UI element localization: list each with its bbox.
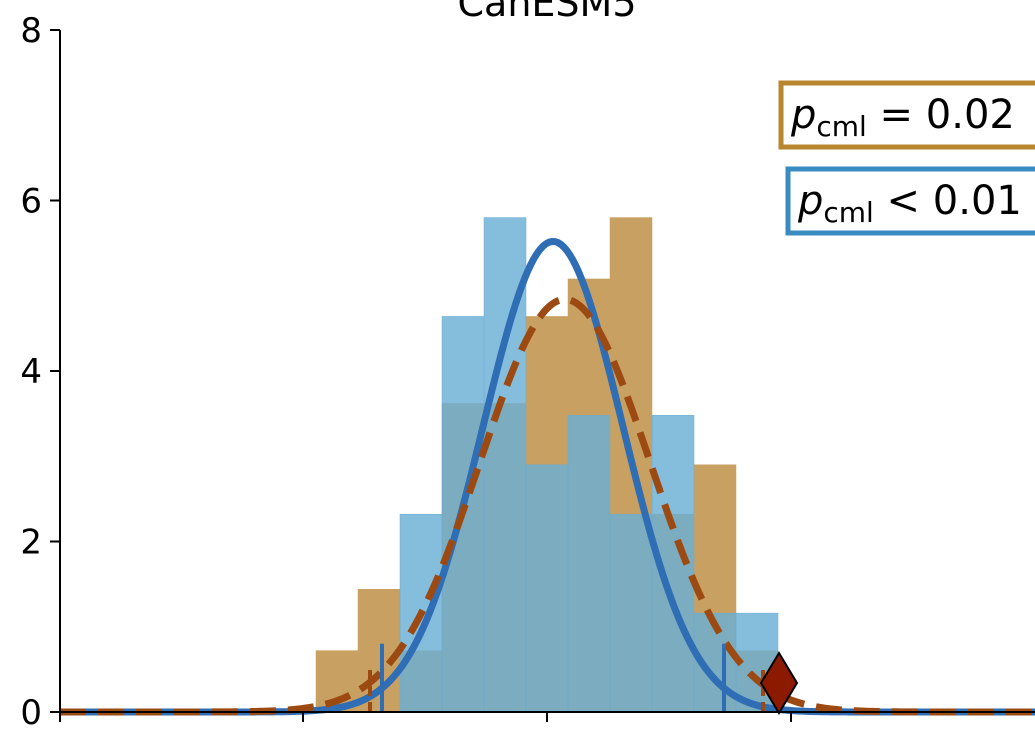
y-tick-label-0: 0 — [20, 693, 42, 730]
y-tick-label-1: 2 — [20, 523, 42, 563]
p-value-annotations: pcml = 0.02 pcml < 0.01 — [778, 80, 1035, 236]
histogram-bar-1-5 — [609, 513, 653, 713]
observation-marker — [759, 651, 799, 715]
p-value-text-1: pcml < 0.01 — [797, 178, 1022, 229]
p-value-box-1 — [785, 166, 1035, 236]
diamond-marker — [759, 651, 799, 715]
threshold-lines — [368, 643, 765, 712]
y-tick-label-2: 4 — [20, 352, 42, 392]
y-tick-label-4: 8 — [20, 11, 42, 51]
p-value-text-0: pcml = 0.02 — [790, 92, 1015, 143]
histogram-bar-1-3 — [525, 464, 569, 713]
histogram-bars — [315, 217, 779, 713]
histogram-bar-1-4 — [567, 415, 611, 713]
chart-title: CanESM5 — [458, 0, 637, 25]
y-tick-label-3: 6 — [20, 182, 42, 222]
axes: 0 2 4 6 8 — [20, 11, 1035, 730]
p-value-box-0 — [778, 80, 1035, 150]
